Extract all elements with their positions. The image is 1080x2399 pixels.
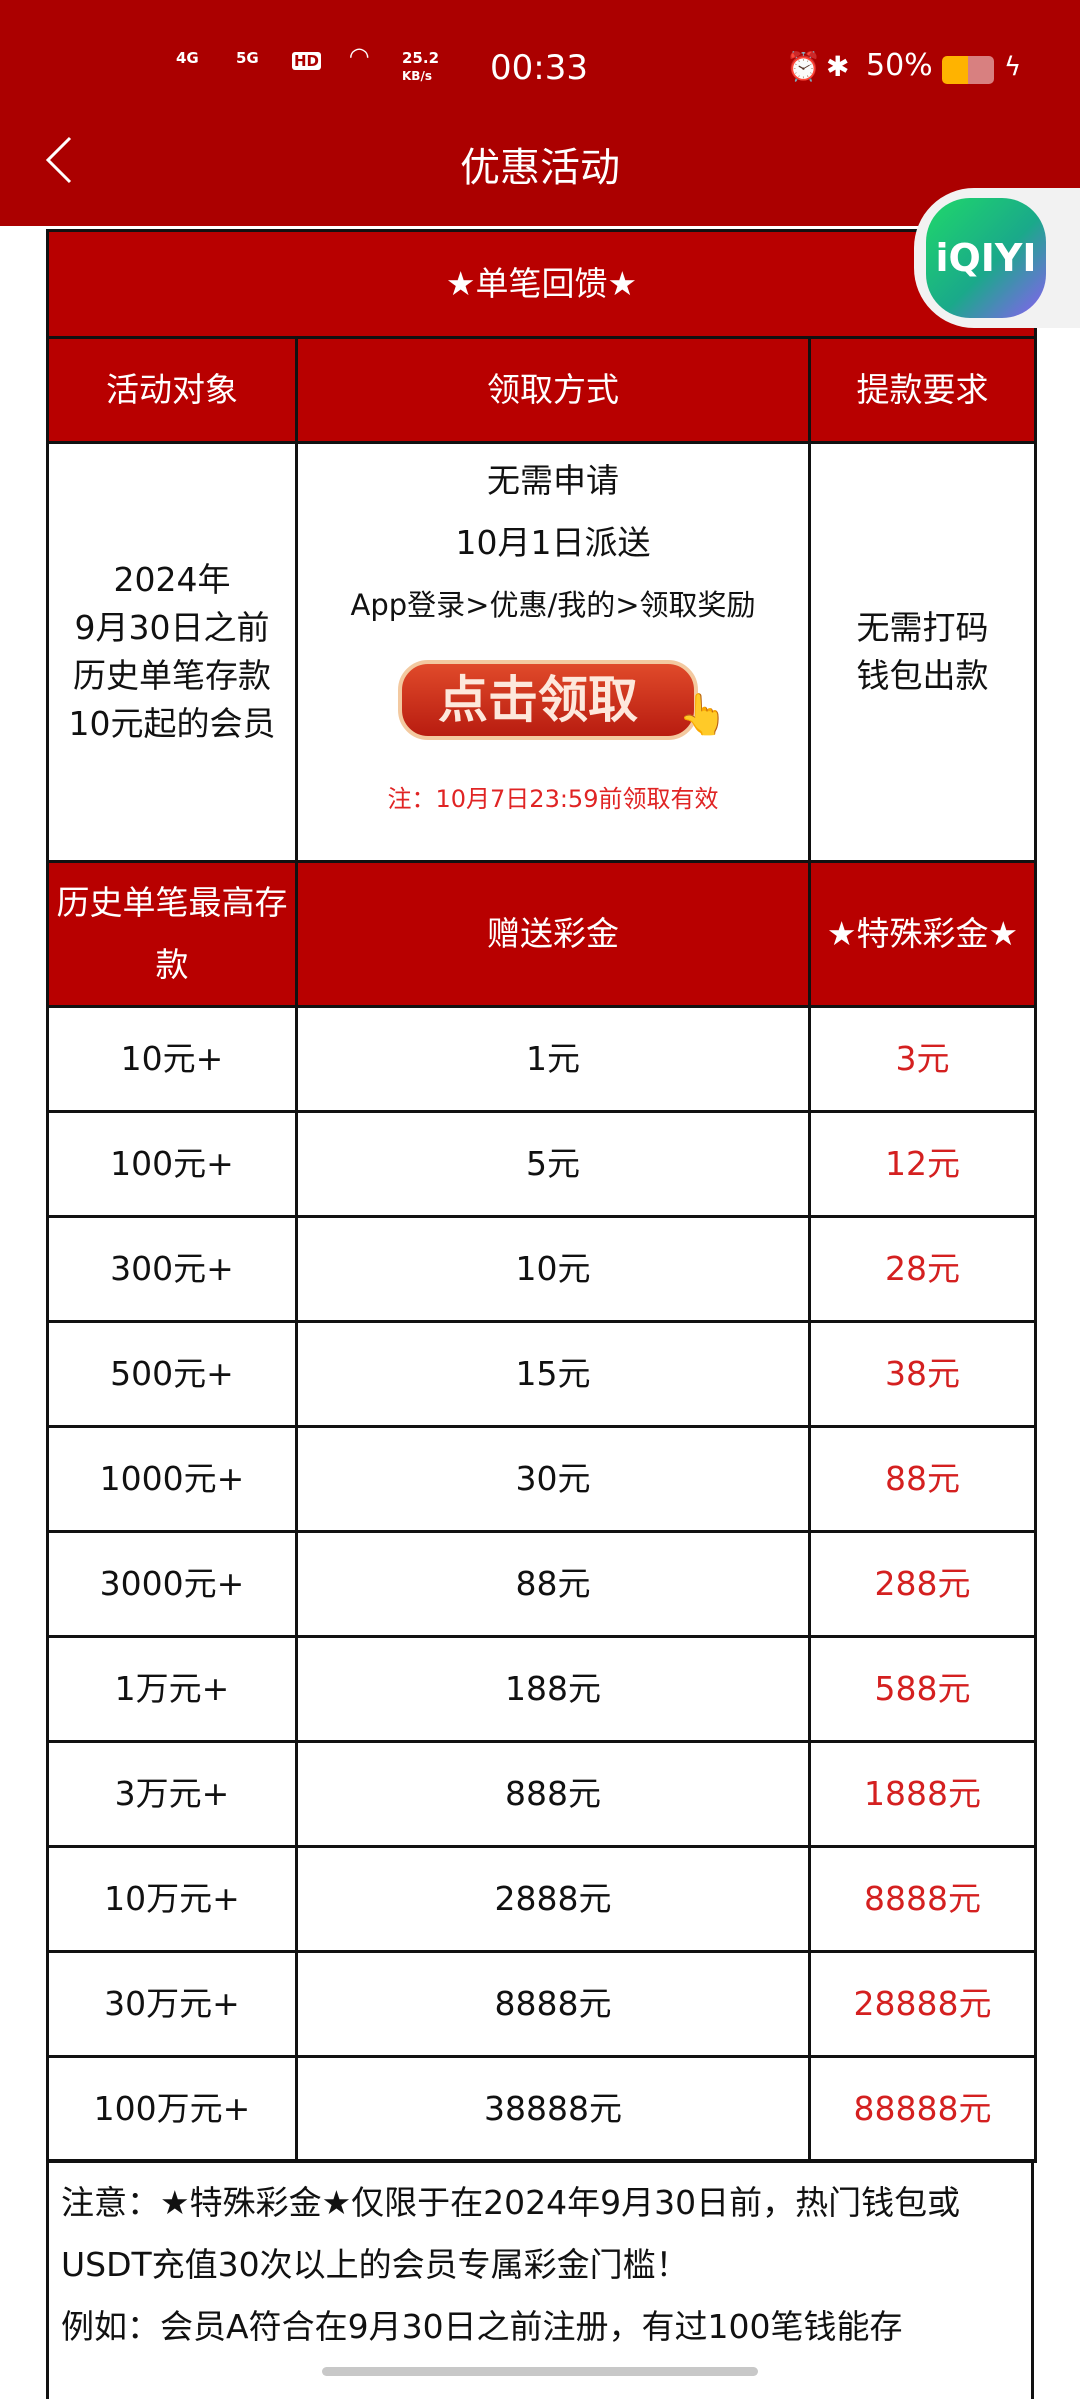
target-cell: 2024年 9月30日之前 历史单笔存款 10元起的会员 <box>46 441 298 863</box>
target-line: 9月30日之前 <box>74 608 270 647</box>
table-row: 100万元+ 38888元 88888元 <box>46 2055 1038 2163</box>
charging-icon: ϟ <box>1004 52 1022 82</box>
deposit-cell: 1万元+ <box>46 1635 298 1743</box>
net-speed-unit: KB/s <box>402 69 432 83</box>
bonus-cell: 5元 <box>295 1110 811 1218</box>
network-5g-icon: 5G <box>236 49 259 67</box>
bonus-cell: 30元 <box>295 1425 811 1533</box>
bonus-cell: 15元 <box>295 1320 811 1428</box>
table-row: 1万元+ 188元 588元 <box>46 1635 1038 1743</box>
table-row: 300元+ 10元 28元 <box>46 1215 1038 1323</box>
claim-button-bg <box>398 660 698 740</box>
bonus-cell: 8888元 <box>295 1950 811 2058</box>
note-line: 例如：会员A符合在9月30日之前注册，有过100笔钱能存 <box>61 2307 903 2346</box>
floating-app-bubble[interactable]: iQIYI <box>914 188 1080 328</box>
bonus-cell: 88元 <box>295 1530 811 1638</box>
deposit-cell: 3000元+ <box>46 1530 298 1638</box>
withdraw-line: 无需打码 <box>856 608 989 647</box>
deposit-cell: 300元+ <box>46 1215 298 1323</box>
withdraw-cell: 无需打码 钱包出款 <box>807 441 1038 863</box>
clock: 00:33 <box>490 48 588 88</box>
header-target: 活动对象 <box>46 336 298 444</box>
table-title: ★单笔回馈★ <box>45 229 1038 339</box>
special-bonus-cell: 588元 <box>807 1635 1038 1743</box>
special-bonus-cell: 88888元 <box>807 2055 1038 2163</box>
promo-table: ★单笔回馈★ 活动对象 领取方式 提款要求 2024年 9月30日之前 历史单笔… <box>45 229 1038 2163</box>
page-title: 优惠活动 <box>460 145 620 191</box>
app-header: 4G 5G HD ◠ 25.2 KB/s 00:33 ⏰ ✱ 50% ϟ 优惠活… <box>0 0 1080 226</box>
table-row: 10元+ 1元 3元 <box>46 1005 1038 1113</box>
special-bonus-cell: 3元 <box>807 1005 1038 1113</box>
special-bonus-cell: 38元 <box>807 1320 1038 1428</box>
header-special-bonus: ★特殊彩金★ <box>807 860 1038 1008</box>
deposit-cell: 10元+ <box>46 1005 298 1113</box>
header-method: 领取方式 <box>295 336 811 444</box>
bonus-cell: 188元 <box>295 1635 811 1743</box>
deposit-cell: 3万元+ <box>46 1740 298 1848</box>
claim-button-label: 点击领取 <box>438 671 638 729</box>
alarm-icon: ⏰ <box>786 50 821 83</box>
deposit-cell: 30万元+ <box>46 1950 298 2058</box>
table-row: 30万元+ 8888元 28888元 <box>46 1950 1038 2058</box>
table-row: 100元+ 5元 12元 <box>46 1110 1038 1218</box>
method-line: 无需申请 <box>487 461 619 500</box>
deposit-cell: 100元+ <box>46 1110 298 1218</box>
battery-icon <box>942 56 994 84</box>
note-line: 注意：★特殊彩金★仅限于在2024年9月30日前，热门钱包或USDT充值30次以… <box>61 2183 961 2284</box>
table-row: 3万元+ 888元 1888元 <box>46 1740 1038 1848</box>
header-max-deposit: 历史单笔最高存款 <box>46 860 298 1008</box>
bonus-cell: 888元 <box>295 1740 811 1848</box>
special-bonus-cell: 288元 <box>807 1530 1038 1638</box>
back-arrow-icon[interactable] <box>40 135 80 185</box>
net-speed: 25.2 <box>402 49 440 67</box>
bonus-cell: 1元 <box>295 1005 811 1113</box>
header-withdraw: 提款要求 <box>807 336 1038 444</box>
battery-percent: 50% <box>866 48 933 83</box>
special-bonus-cell: 28元 <box>807 1215 1038 1323</box>
target-line: 2024年 <box>113 560 231 599</box>
deposit-cell: 1000元+ <box>46 1425 298 1533</box>
special-bonus-cell: 28888元 <box>807 1950 1038 2058</box>
special-bonus-cell: 1888元 <box>807 1740 1038 1848</box>
claim-button[interactable]: 点击领取 👆 <box>388 650 728 750</box>
table-row: 500元+ 15元 38元 <box>46 1320 1038 1428</box>
special-bonus-cell: 88元 <box>807 1425 1038 1533</box>
deposit-cell: 500元+ <box>46 1320 298 1428</box>
status-bar: 4G 5G HD ◠ 25.2 KB/s 00:33 ⏰ ✱ 50% ϟ <box>0 40 1080 100</box>
method-line: App登录>优惠/我的>领取奖励 <box>350 588 756 622</box>
bonus-cell: 10元 <box>295 1215 811 1323</box>
bonus-cell: 2888元 <box>295 1845 811 1953</box>
hd-icon: HD <box>292 52 322 70</box>
withdraw-line: 钱包出款 <box>856 656 989 695</box>
header-bonus: 赠送彩金 <box>295 860 811 1008</box>
target-line: 10元起的会员 <box>68 704 276 743</box>
table-row: 3000元+ 88元 288元 <box>46 1530 1038 1638</box>
table-row: 10万元+ 2888元 8888元 <box>46 1845 1038 1953</box>
network-4g-icon: 4G <box>176 49 199 67</box>
deposit-cell: 10万元+ <box>46 1845 298 1953</box>
bluetooth-icon: ✱ <box>826 50 850 83</box>
method-line: 10月1日派送 <box>455 523 651 562</box>
special-bonus-cell: 8888元 <box>807 1845 1038 1953</box>
special-bonus-cell: 12元 <box>807 1110 1038 1218</box>
table-row: 1000元+ 30元 88元 <box>46 1425 1038 1533</box>
bonus-cell: 38888元 <box>295 2055 811 2163</box>
home-indicator[interactable] <box>322 2367 758 2376</box>
target-line: 历史单笔存款 <box>73 656 271 695</box>
iqiyi-logo: iQIYI <box>926 198 1046 318</box>
method-cell: 无需申请 10月1日派送 App登录>优惠/我的>领取奖励 点击领取 👆 注：1… <box>295 441 811 863</box>
deposit-cell: 100万元+ <box>46 2055 298 2163</box>
pointing-hand-icon: 👆 <box>678 692 728 738</box>
notes-section: 注意：★特殊彩金★仅限于在2024年9月30日前，热门钱包或USDT充值30次以… <box>46 2159 1034 2399</box>
claim-note: 注：10月7日23:59前领取有效 <box>387 785 719 813</box>
wifi-icon: ◠ <box>350 42 369 70</box>
